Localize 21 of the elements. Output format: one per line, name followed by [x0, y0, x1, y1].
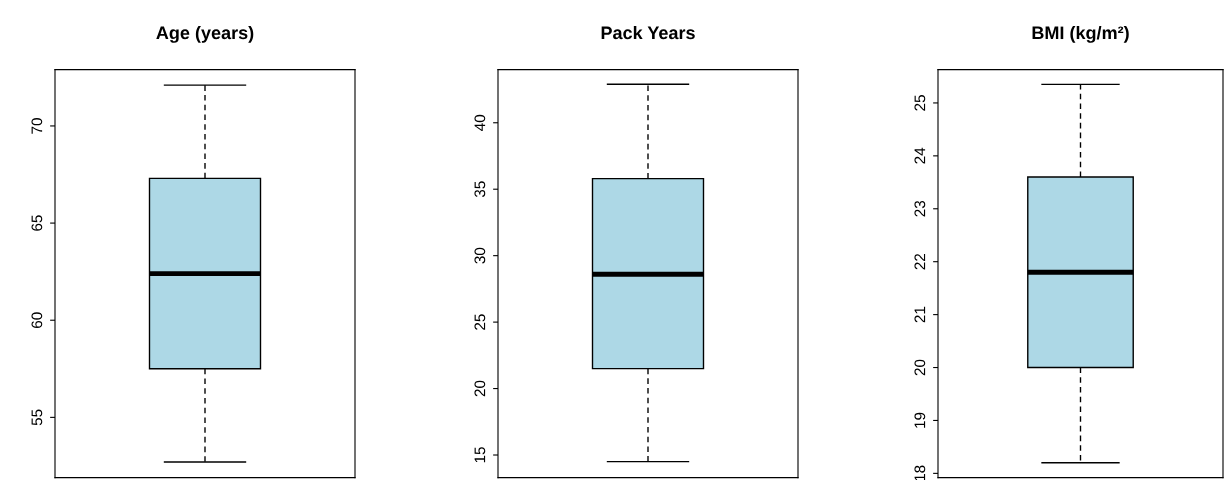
- y-tick-label: 70: [31, 118, 43, 134]
- y-tick-label: 60: [31, 312, 43, 328]
- y-tick-label: 18: [914, 465, 926, 480]
- y-tick-label: 20: [914, 359, 926, 376]
- y-tick-label: 25: [474, 314, 486, 330]
- y-tick-label: 25: [914, 95, 926, 111]
- y-tick-label: 19: [914, 412, 926, 428]
- chart-title: Age (years): [156, 25, 254, 43]
- y-tick-label: 35: [474, 181, 486, 198]
- y-tick-label: 20: [474, 380, 486, 397]
- y-tick-label: 65: [31, 215, 43, 231]
- chart-title: BMI (kg/m²): [1032, 25, 1129, 43]
- y-tick-label: 30: [474, 247, 486, 264]
- y-tick-label: 40: [474, 114, 486, 131]
- y-tick-label: 55: [31, 409, 43, 426]
- y-tick-label: 21: [914, 306, 926, 323]
- chart-title: Pack Years: [601, 25, 695, 40]
- y-tick-label: 24: [914, 147, 926, 164]
- y-tick-label: 15: [474, 447, 486, 463]
- y-tick-label: 23: [914, 200, 926, 217]
- y-tick-label: 22: [914, 253, 926, 270]
